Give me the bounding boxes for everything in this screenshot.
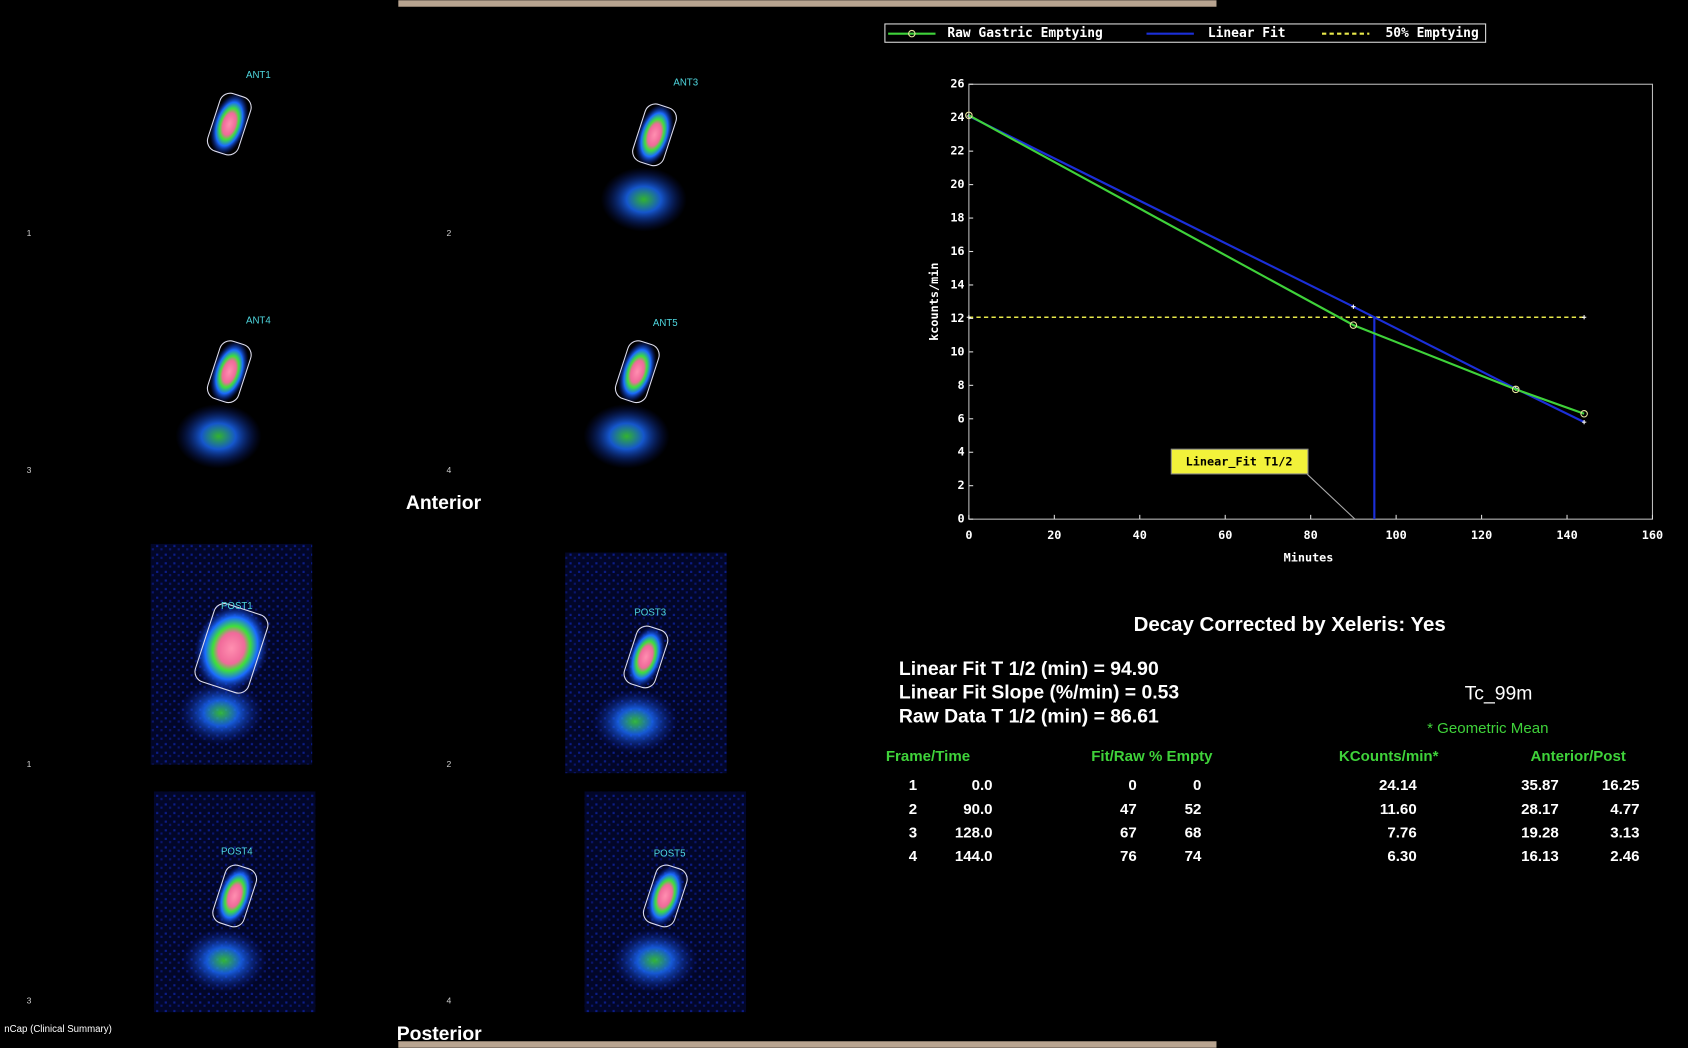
table-header: KCounts/min* (1339, 748, 1439, 765)
image-activity (601, 167, 687, 232)
table-cell: 90.0 (963, 801, 992, 818)
table-cell: 68 (1185, 824, 1202, 841)
summary-line: Linear Fit T 1/2 (min) = 94.90 (899, 658, 1159, 680)
y-tick-label: 4 (957, 445, 964, 459)
table-cell: 1 (909, 777, 917, 794)
y-tick-label: 22 (950, 144, 964, 158)
y-tick-label: 20 (950, 177, 964, 191)
note: * Geometric Mean (1427, 720, 1548, 737)
table-cell: 4 (909, 848, 918, 865)
decay-note: Decay Corrected by Xeleris: Yes (1134, 613, 1446, 636)
x-tick-label: 0 (965, 528, 972, 542)
table-cell: 3.13 (1610, 824, 1639, 841)
y-tick-label: 8 (957, 378, 964, 392)
table-cell: 128.0 (955, 824, 993, 841)
frame-number: 2 (447, 759, 452, 769)
frame-label: POST5 (654, 849, 686, 860)
table-cell: 74 (1185, 848, 1202, 865)
table-cell: 6.30 (1387, 848, 1416, 865)
frame-label: POST3 (634, 607, 666, 618)
x-axis-label: Minutes (1284, 550, 1334, 564)
frame-label: POST4 (221, 846, 253, 857)
y-tick-label: 26 (950, 77, 964, 91)
frame-number: 1 (27, 759, 32, 769)
frame-number: 2 (447, 228, 452, 238)
legend-label: 50% Emptying (1385, 26, 1478, 41)
table-header: Fit/Raw % Empty (1091, 748, 1213, 765)
frame-number: 3 (27, 996, 32, 1006)
table-cell: 47 (1120, 801, 1137, 818)
y-tick-label: 14 (950, 277, 964, 291)
frame-label: ANT3 (673, 78, 698, 89)
page: ANT1 1 ANT3 2 ANT4 3 ANT5 4 POST1 1 POST3 2 POST4 3 PO… (0, 0, 1688, 1048)
table-cell: 144.0 (955, 848, 993, 865)
table-cell: 2 (909, 801, 917, 818)
legend-label: Linear Fit (1208, 26, 1286, 41)
summary-line: Linear Fit Slope (%/min) = 0.53 (899, 682, 1179, 704)
table-cell: 24.14 (1379, 777, 1417, 794)
image-activity (181, 928, 267, 993)
frame-edge (398, 0, 1216, 6)
table-cell: 3 (909, 824, 917, 841)
table-cell: 35.87 (1521, 777, 1559, 794)
image-activity (611, 928, 697, 993)
legend-label: Raw Gastric Emptying (947, 26, 1102, 41)
table-cell: 67 (1120, 824, 1137, 841)
table-header: Anterior/Post (1530, 748, 1625, 765)
frame-number: 3 (27, 465, 32, 475)
y-tick-label: 6 (957, 411, 964, 425)
x-tick-label: 100 (1385, 528, 1406, 542)
isotope: Tc_99m (1465, 683, 1533, 705)
y-tick-label: 10 (950, 344, 964, 358)
y-tick-label: 18 (950, 211, 964, 225)
frame-label: ANT4 (246, 316, 271, 327)
table-header: Frame/Time (886, 748, 970, 765)
y-tick-label: 12 (950, 311, 964, 325)
y-tick-label: 0 (957, 512, 964, 526)
table-cell: 16.13 (1521, 848, 1559, 865)
x-tick-label: 60 (1218, 528, 1232, 542)
frame-label: POST1 (221, 601, 253, 612)
frame-number: 4 (447, 465, 452, 475)
image-activity (583, 404, 669, 469)
table-cell: 19.28 (1521, 824, 1559, 841)
table-cell: 11.60 (1380, 801, 1417, 818)
table-cell: 2.46 (1610, 848, 1639, 865)
panel-title: Anterior (406, 492, 482, 514)
frame-number: 4 (447, 996, 452, 1006)
x-tick-label: 140 (1556, 528, 1577, 542)
x-tick-label: 120 (1471, 528, 1492, 542)
table-cell: 16.25 (1602, 777, 1640, 794)
summary-line: Raw Data T 1/2 (min) = 86.61 (899, 705, 1159, 727)
x-tick-label: 20 (1047, 528, 1061, 542)
footer: nCap (Clinical Summary) (4, 1024, 112, 1035)
image-activity (592, 689, 678, 754)
table-cell: 4.77 (1610, 801, 1639, 818)
y-tick-label: 16 (950, 244, 964, 258)
frame-label: ANT1 (246, 70, 271, 81)
panel-title: Posterior (397, 1023, 482, 1045)
table-cell: 76 (1120, 848, 1137, 865)
y-tick-label: 2 (957, 478, 964, 492)
frame-label: ANT5 (653, 318, 678, 329)
table-cell: 0.0 (972, 777, 993, 794)
x-tick-label: 40 (1133, 528, 1147, 542)
frame-edge (398, 1041, 1216, 1047)
callout-text: Linear_Fit T1/2 (1186, 455, 1293, 470)
frame-number: 1 (27, 228, 32, 238)
table-cell: 0 (1128, 777, 1136, 794)
y-tick-label: 24 (950, 110, 964, 124)
x-tick-label: 80 (1304, 528, 1318, 542)
table-cell: 28.17 (1521, 801, 1559, 818)
x-tick-label: 160 (1642, 528, 1663, 542)
table-cell: 7.76 (1387, 824, 1416, 841)
screen: ANT1 1 ANT3 2 ANT4 3 ANT5 4 POST1 1 POST3 2 POST4 3 PO… (0, 0, 1688, 1048)
table-cell: 0 (1193, 777, 1201, 794)
y-axis-label: kcounts/min (927, 263, 941, 341)
image-activity (175, 404, 261, 469)
table-cell: 52 (1185, 801, 1202, 818)
